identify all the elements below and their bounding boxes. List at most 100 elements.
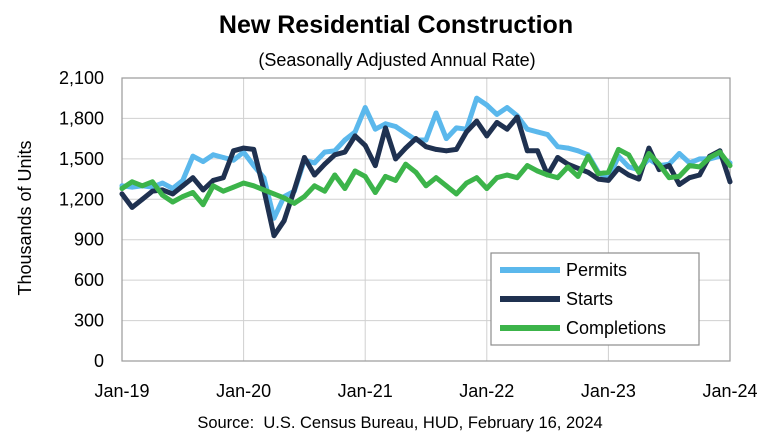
starts-point — [423, 144, 429, 150]
completions-point — [322, 188, 328, 194]
legend-label-starts: Starts — [566, 289, 613, 309]
y-axis-label: Thousands of Units — [15, 140, 35, 295]
x-tick-label: Jan-20 — [216, 381, 271, 401]
series-completions — [119, 146, 733, 208]
completions-point — [666, 175, 672, 181]
completions-point — [565, 164, 571, 170]
completions-point — [524, 163, 530, 169]
starts-point — [129, 205, 135, 210]
permits-point — [524, 126, 530, 132]
completions-point — [261, 187, 267, 193]
starts-point — [271, 233, 277, 239]
y-tick-label: 0 — [94, 351, 104, 371]
starts-point — [312, 172, 317, 178]
starts-point — [403, 145, 409, 151]
completions-point — [403, 161, 409, 167]
series-starts — [119, 114, 733, 239]
permits-point — [535, 129, 540, 135]
permits-point — [160, 180, 165, 186]
source-note: Source: U.S. Census Bureau, HUD, Februar… — [197, 414, 602, 432]
completions-point — [139, 183, 145, 189]
completions-point — [555, 175, 561, 181]
starts-point — [595, 176, 601, 182]
starts-point — [180, 183, 186, 189]
permits-point — [474, 95, 480, 101]
permits-point — [342, 137, 348, 143]
completions-point — [302, 194, 307, 200]
completions-point — [454, 191, 459, 197]
permits-point — [403, 130, 409, 136]
starts-point — [666, 163, 672, 169]
permits-point — [362, 105, 368, 110]
starts-point — [322, 161, 328, 167]
permits-point — [312, 160, 317, 166]
starts-point — [535, 148, 540, 154]
completions-point — [332, 172, 338, 178]
series-lines — [119, 95, 733, 239]
starts-point — [454, 147, 459, 152]
starts-point — [200, 187, 206, 193]
y-tick-label: 600 — [74, 270, 104, 290]
starts-point — [241, 145, 247, 151]
y-tick-label: 900 — [74, 230, 104, 250]
permits-point — [352, 129, 358, 135]
starts-point — [372, 163, 378, 169]
starts-point — [646, 145, 652, 151]
x-tick-label: Jan-22 — [459, 381, 514, 401]
completions-point — [433, 175, 439, 181]
permits-point — [383, 121, 388, 127]
completions-point — [180, 194, 186, 200]
starts-point — [616, 165, 621, 171]
completions-point — [362, 174, 368, 179]
starts-point — [383, 125, 388, 131]
y-tick-label: 300 — [74, 311, 104, 331]
x-tick-label: Jan-24 — [702, 381, 757, 401]
chart-title: New Residential Construction — [219, 11, 573, 39]
starts-point — [524, 148, 530, 154]
starts-point — [687, 175, 692, 181]
completions-point — [545, 172, 550, 178]
permits-point — [504, 105, 510, 110]
starts-point — [494, 120, 500, 125]
completions-point — [393, 178, 398, 183]
permits-point — [210, 152, 216, 158]
permits-point — [180, 178, 186, 183]
permits-point — [565, 145, 571, 151]
completions-point — [170, 199, 176, 205]
permits-point — [190, 153, 196, 159]
completions-point — [484, 186, 490, 191]
permits-point — [129, 184, 135, 190]
permits-point — [322, 149, 328, 155]
completions-point — [697, 164, 702, 170]
starts-point — [585, 169, 591, 175]
completions-point — [413, 169, 419, 175]
permits-point — [545, 132, 550, 138]
completions-point — [676, 174, 682, 179]
permits-point — [200, 159, 206, 165]
completions-point — [160, 192, 165, 198]
completions-point — [220, 188, 226, 194]
starts-point — [291, 187, 297, 193]
permits-point — [575, 148, 581, 154]
legend-label-permits: Permits — [566, 260, 627, 280]
permits-point — [443, 136, 449, 142]
x-tick-label: Jan-23 — [581, 381, 636, 401]
starts-point — [606, 178, 611, 183]
completions-point — [626, 152, 632, 158]
completions-point — [291, 200, 297, 206]
starts-point — [727, 179, 733, 185]
completions-point — [494, 175, 500, 181]
completions-point — [717, 149, 723, 155]
permits-point — [626, 164, 632, 170]
completions-point — [707, 155, 713, 160]
series-line-permits — [119, 95, 733, 221]
completions-point — [646, 151, 652, 156]
chart-subtitle: (Seasonally Adjusted Annual Rate) — [258, 50, 535, 70]
completions-point — [656, 161, 662, 167]
starts-point — [332, 152, 338, 158]
y-axis-ticks: 0 300 600 900 1,200 1,500 1,800 2,100 — [59, 68, 104, 371]
starts-point — [210, 178, 216, 183]
completions-point — [281, 195, 287, 201]
completions-point — [119, 186, 125, 191]
